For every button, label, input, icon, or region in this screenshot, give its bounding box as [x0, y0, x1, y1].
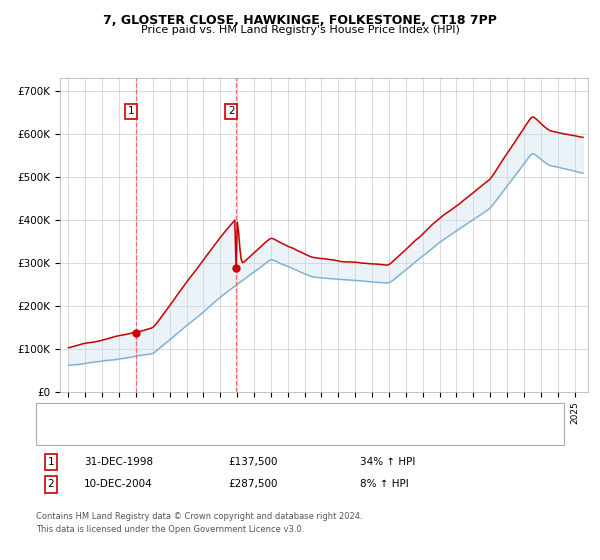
- Text: 1: 1: [47, 457, 55, 467]
- Text: 31-DEC-1998: 31-DEC-1998: [84, 457, 153, 467]
- Text: ——: ——: [54, 408, 82, 422]
- Text: 10-DEC-2004: 10-DEC-2004: [84, 479, 153, 489]
- Text: Contains HM Land Registry data © Crown copyright and database right 2024.
This d: Contains HM Land Registry data © Crown c…: [36, 512, 362, 534]
- Text: 34% ↑ HPI: 34% ↑ HPI: [360, 457, 415, 467]
- Text: 7, GLOSTER CLOSE, HAWKINGE, FOLKESTONE, CT18 7PP (detached house): 7, GLOSTER CLOSE, HAWKINGE, FOLKESTONE, …: [81, 410, 445, 420]
- Text: £137,500: £137,500: [228, 457, 277, 467]
- Text: 7, GLOSTER CLOSE, HAWKINGE, FOLKESTONE, CT18 7PP: 7, GLOSTER CLOSE, HAWKINGE, FOLKESTONE, …: [103, 14, 497, 27]
- Text: 2: 2: [47, 479, 55, 489]
- Text: 2: 2: [228, 106, 235, 116]
- Text: 1: 1: [127, 106, 134, 116]
- Text: HPI: Average price, detached house, Folkestone and Hythe: HPI: Average price, detached house, Folk…: [81, 428, 368, 438]
- Text: ——: ——: [54, 427, 82, 440]
- Text: Price paid vs. HM Land Registry's House Price Index (HPI): Price paid vs. HM Land Registry's House …: [140, 25, 460, 35]
- Text: £287,500: £287,500: [228, 479, 277, 489]
- Text: 8% ↑ HPI: 8% ↑ HPI: [360, 479, 409, 489]
